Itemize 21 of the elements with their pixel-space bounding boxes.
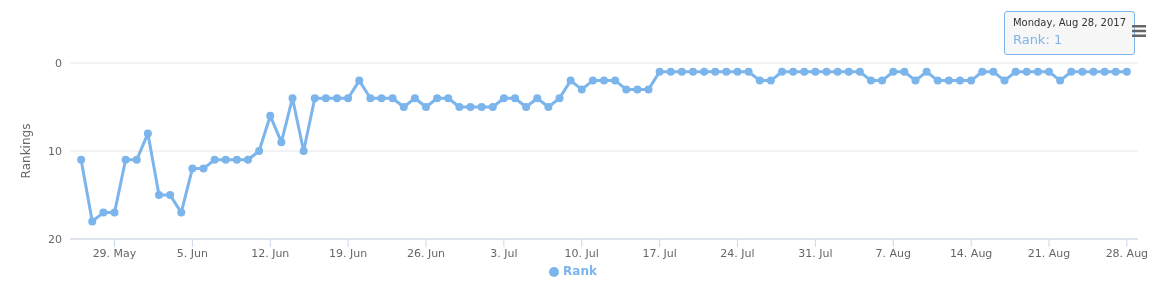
x-tick-label: 12. Jun (251, 246, 290, 260)
x-tick-label: 21. Aug (1027, 246, 1071, 260)
x-tick-label: 3. Jul (490, 246, 518, 260)
y-tick-label: 0 (55, 56, 62, 70)
x-tick-label: 24. Jul (720, 246, 755, 260)
x-tick-label: 7. Aug (875, 246, 911, 260)
text: Rank: 1 (1012, 31, 1064, 49)
x-tick-label: 28. Aug (1105, 246, 1149, 260)
y-tick-label: 20 (48, 232, 62, 246)
x-tick-label: 5. Jun (176, 246, 208, 260)
x-tick-label: 31. Jul (798, 246, 833, 260)
x-tick-label: 17. Jul (642, 246, 677, 260)
x-tick-label: 14. Aug (949, 246, 993, 260)
y-axis-title: Rankings (19, 123, 34, 179)
text: Monday, Aug 28, 2017 (1012, 16, 1126, 30)
y-tick-label: 10 (48, 144, 62, 158)
x-tick-label: 26. Jun (406, 246, 446, 260)
x-tick-label: 29. May (92, 246, 137, 260)
x-tick-label: 19. Jun (329, 246, 368, 260)
x-tick-label: 10. Jul (564, 246, 599, 260)
legend-label: Rank (563, 264, 597, 278)
